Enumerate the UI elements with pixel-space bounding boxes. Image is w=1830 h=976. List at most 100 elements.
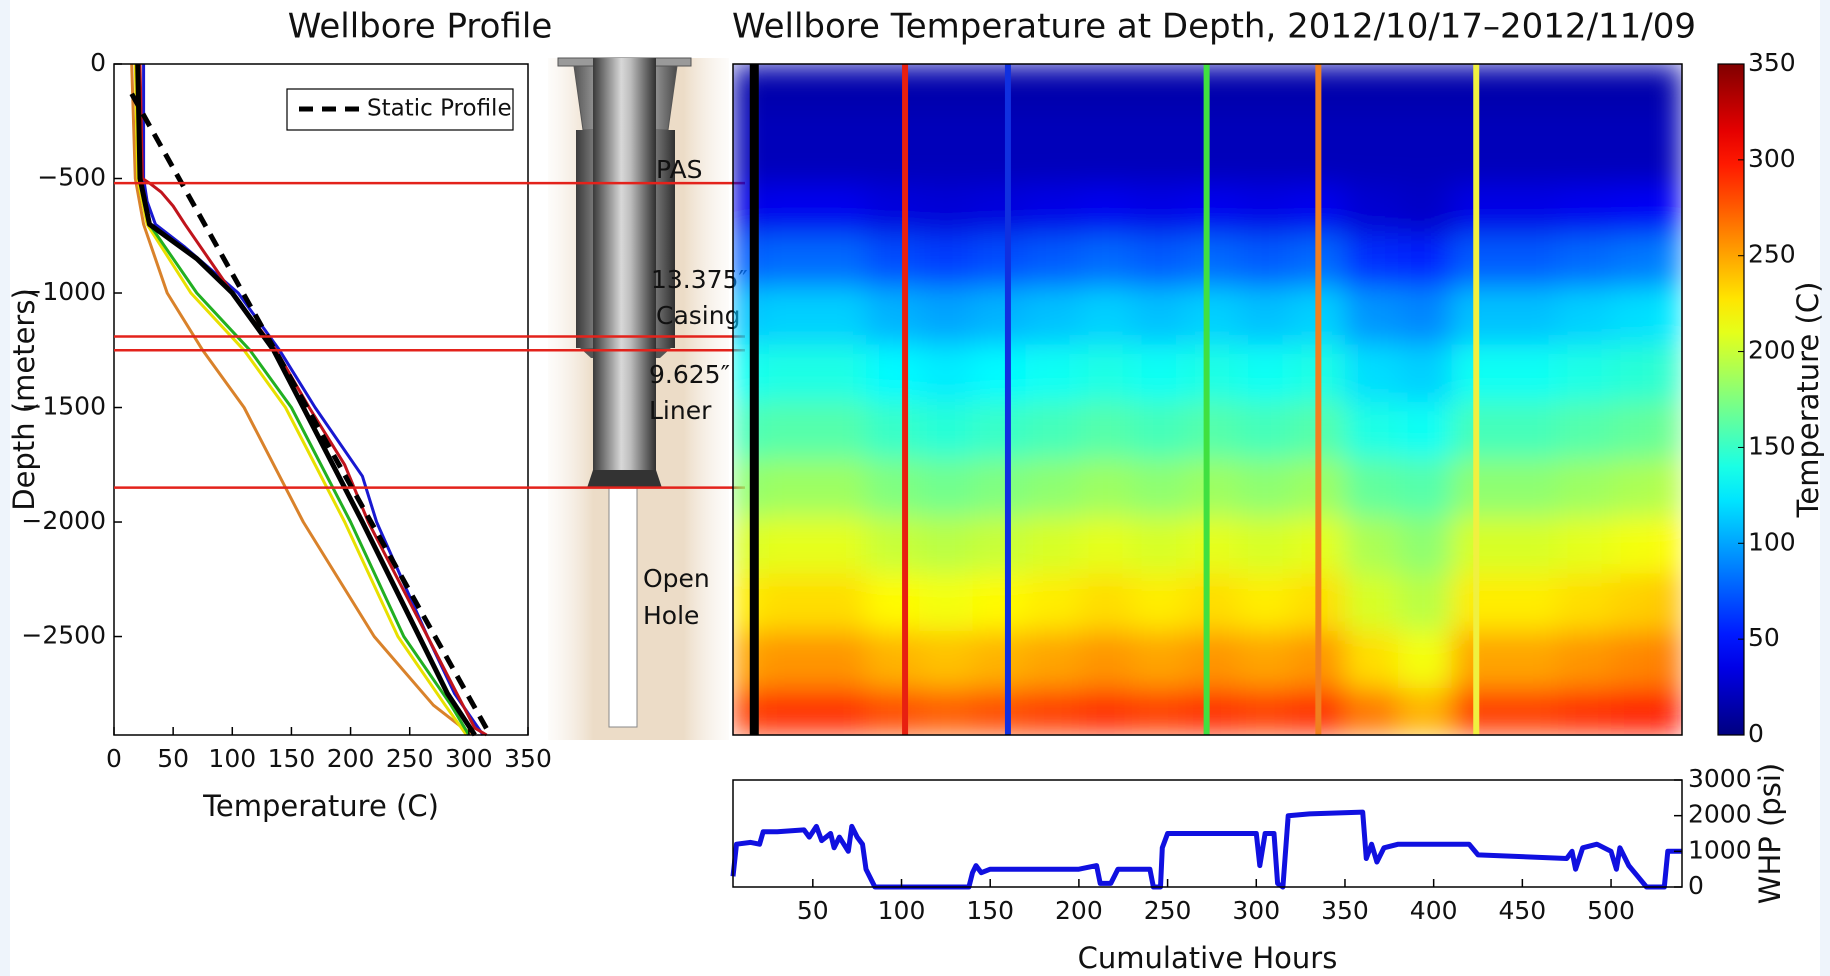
- heatmap-cell: [972, 109, 1027, 185]
- heatmap-cell: [1504, 344, 1559, 403]
- heatmap-cell: [1557, 459, 1612, 517]
- y-tick-label: −2500: [21, 621, 106, 650]
- heatmap-cell: [866, 401, 920, 460]
- heatmap-cell: [759, 401, 814, 460]
- heatmap-cell: [759, 184, 814, 237]
- x-tick-label: 50: [157, 744, 189, 773]
- heatmap-cell: [1238, 109, 1293, 185]
- heatmap-cell: [1132, 64, 1186, 111]
- heatmap-cell: [1557, 573, 1612, 632]
- heatmap-cell: [972, 573, 1027, 632]
- heatmap-cell: [1132, 344, 1186, 403]
- x-tick-label: 100: [208, 744, 256, 773]
- heatmap-cell: [1185, 516, 1240, 575]
- colorbar-tick-label: 50: [1748, 623, 1780, 652]
- heatmap-cell: [1504, 184, 1559, 237]
- y-tick-label: 1000: [1688, 835, 1752, 864]
- heatmap-cell: [1557, 516, 1612, 575]
- heatmap-cell: [1132, 184, 1186, 237]
- heatmap-cell: [1504, 573, 1559, 632]
- heatmap-cell: [1344, 235, 1399, 288]
- heatmap-cell: [1078, 109, 1133, 185]
- heatmap-cell: [1025, 401, 1080, 460]
- heatmap-cell: [759, 109, 814, 185]
- heatmap-cell: [1238, 516, 1293, 575]
- heatmap-cell: [1238, 287, 1293, 346]
- heatmap-cell: [1185, 630, 1240, 689]
- heatmap-cell: [759, 344, 814, 403]
- x-tick-label: 50: [797, 896, 829, 925]
- heatmap-cell: [1504, 688, 1559, 735]
- liner-shoe: [587, 470, 662, 488]
- heatmap-cell: [1078, 64, 1133, 111]
- well-label: 9.625″: [649, 360, 730, 389]
- x-tick-label: 300: [1232, 896, 1280, 925]
- heatmap-cell: [866, 109, 920, 185]
- heatmap-cell: [1238, 459, 1293, 517]
- heatmap-cell: [1398, 630, 1452, 689]
- heatmap-cell: [1025, 64, 1080, 111]
- heatmap-cell: [1611, 516, 1661, 575]
- heatmap-cell: [1078, 344, 1133, 403]
- heatmap-cell: [919, 573, 973, 632]
- heatmap-cell: [1504, 401, 1559, 460]
- heatmap-cell: [972, 184, 1027, 237]
- heatmap-cell: [1557, 287, 1612, 346]
- heatmap-cell: [1344, 287, 1399, 346]
- well-label: Hole: [643, 601, 699, 630]
- heatmap-cell: [1078, 184, 1133, 237]
- heatmap-cell: [972, 516, 1027, 575]
- heatmap-cell: [1132, 688, 1186, 735]
- x-tick-label: 0: [106, 744, 122, 773]
- heatmap-cell: [1398, 401, 1452, 460]
- heatmap-cell: [1185, 287, 1240, 346]
- heatmap-cell: [919, 630, 973, 689]
- heatmap-cell: [1344, 184, 1399, 237]
- heatmap-cell: [759, 573, 814, 632]
- heatmap-cell: [1398, 688, 1452, 735]
- heatmap-cell: [1185, 184, 1240, 237]
- heatmap-cell: [972, 630, 1027, 689]
- heatmap-cell: [972, 688, 1027, 735]
- colorbar: [1717, 63, 1745, 736]
- heatmap-cell: [1025, 688, 1080, 735]
- heatmap-cell: [1185, 459, 1240, 517]
- x-tick-label: 150: [966, 896, 1014, 925]
- heatmap-cell: [1344, 630, 1399, 689]
- y-tick-label: 2000: [1688, 800, 1752, 829]
- heatmap-cell: [919, 109, 973, 185]
- heatmap-cell: [1238, 184, 1293, 237]
- heatmap-cell: [1025, 287, 1080, 346]
- heatmap-cell: [1557, 64, 1612, 111]
- x-tick-label: 150: [268, 744, 316, 773]
- heatmap-cell: [1398, 235, 1452, 288]
- heatmap-cell: [919, 459, 973, 517]
- heatmap-cell: [1504, 459, 1559, 517]
- heatmap-cell: [1659, 401, 1682, 460]
- heatmap-cell: [1238, 235, 1293, 288]
- heatmap-cell: [1611, 401, 1661, 460]
- heatmap-cell: [1025, 184, 1080, 237]
- colorbar-tick-label: 350: [1748, 48, 1796, 77]
- heatmap-cell: [866, 344, 920, 403]
- heatmap-cell: [1132, 287, 1186, 346]
- heatmap-cell: [1398, 344, 1452, 403]
- heatmap-cell: [759, 64, 814, 111]
- heatmap-cell: [1078, 688, 1133, 735]
- heatmap-cell: [1557, 235, 1612, 288]
- heatmap-cell: [1659, 344, 1682, 403]
- heatmap-cell: [1611, 573, 1661, 632]
- heatmap-cell: [1078, 459, 1133, 517]
- legend-label: Static Profile: [367, 96, 512, 122]
- heatmap-cell: [1611, 459, 1661, 517]
- colorbar-tick-label: 150: [1748, 431, 1796, 460]
- heatmap-cell: [812, 184, 867, 237]
- heatmap-cell: [972, 64, 1027, 111]
- heatmap-cell: [1504, 64, 1559, 111]
- heatmap-cell: [1659, 688, 1682, 735]
- heatmap-cell: [972, 287, 1027, 346]
- heatmap-cell: [1025, 459, 1080, 517]
- heatmap-cell: [1659, 516, 1682, 575]
- y-tick-label: −1500: [21, 392, 106, 421]
- heatmap-cell: [919, 64, 973, 111]
